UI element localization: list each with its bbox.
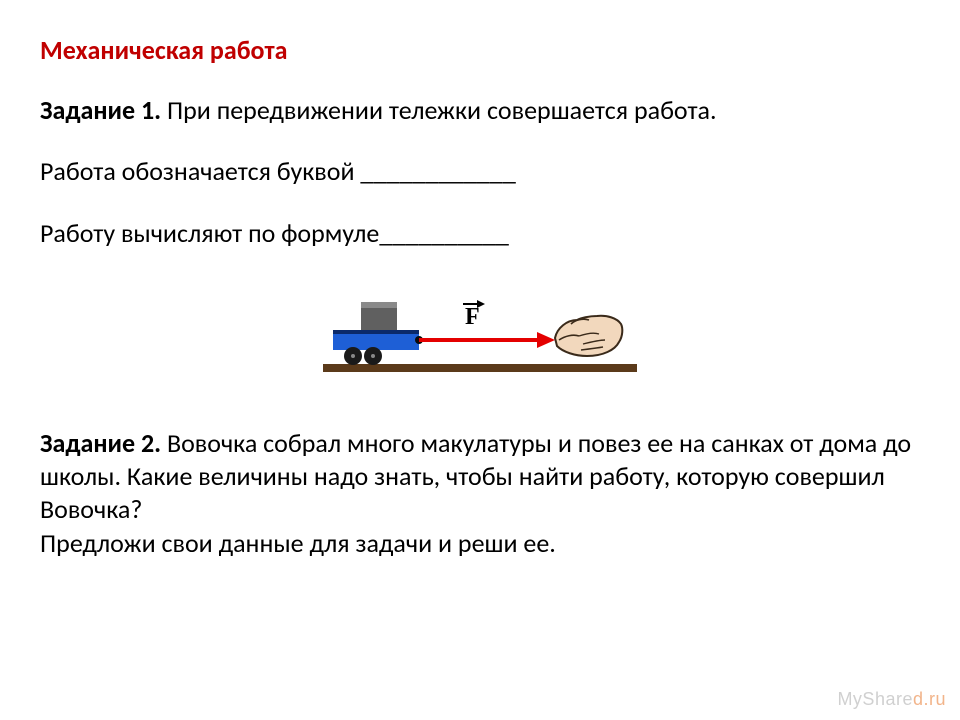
cart-rim: [333, 330, 419, 334]
task2-text: Вовочка собрал много макулатуры и повез …: [40, 427, 911, 526]
watermark-right: d.ru: [913, 689, 946, 709]
task1-text1: При передвижении тележки совершается раб…: [161, 94, 716, 126]
watermark: MyShared.ru: [837, 689, 946, 710]
task2-paragraph: Задание 2. Вовочка собрал много макулату…: [40, 427, 920, 527]
watermark-left: MyShare: [837, 689, 913, 709]
force-arrow-head: [537, 332, 555, 348]
hand-icon: [555, 316, 622, 356]
task2-line2: Предложи свои данные для задачи и реши е…: [40, 527, 920, 560]
task1-line2: Работа обозначается буквой ____________: [40, 155, 920, 188]
wheel-2-axle: [371, 354, 375, 358]
load-box-highlight: [361, 302, 397, 308]
task2-label: Задание 2.: [40, 427, 161, 459]
wheel-1-axle: [351, 354, 355, 358]
cart-force-diagram: F: [315, 278, 645, 376]
task1-line1: Задание 1. При передвижении тележки сове…: [40, 94, 920, 127]
ground: [323, 364, 637, 372]
page-title: Механическая работа: [40, 34, 920, 66]
task1-line3: Работу вычисляют по формуле__________: [40, 217, 920, 250]
force-label: F: [465, 304, 480, 330]
task1-label: Задание 1.: [40, 94, 161, 126]
